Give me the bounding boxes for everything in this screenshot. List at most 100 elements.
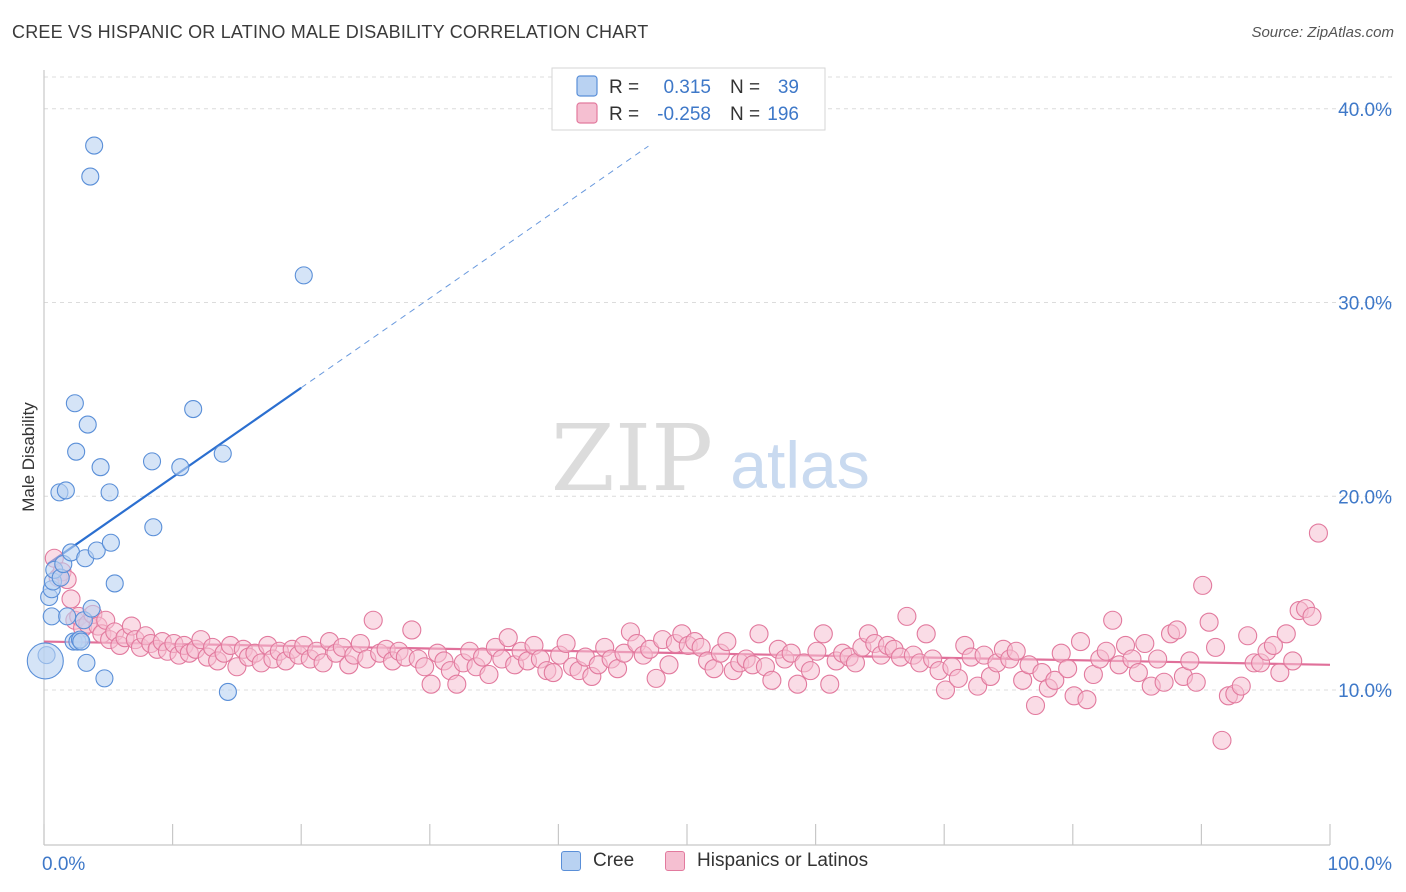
cree-point — [105, 574, 124, 593]
hispanic-point — [1135, 633, 1155, 654]
cree-point — [100, 483, 119, 502]
hispanic-point — [1270, 663, 1290, 683]
cree-point — [58, 607, 77, 626]
hispanic-point — [1006, 641, 1026, 661]
cree-point — [72, 632, 91, 651]
hispanic-point — [916, 624, 936, 644]
hispanic-point — [1167, 620, 1187, 640]
legend-bottom: Cree Hispanics or Latinos — [0, 850, 1406, 880]
y-axis-label: Male Disability — [19, 402, 38, 512]
y-tick-label: 30.0% — [1338, 294, 1392, 315]
cree-point — [87, 541, 106, 560]
hispanic-point — [1096, 641, 1116, 661]
legend-bottom-cree: Cree — [561, 850, 634, 872]
chart-title: CREE VS HISPANIC OR LATINO MALE DISABILI… — [12, 22, 649, 42]
cree-point — [294, 266, 313, 285]
cree-point — [144, 518, 163, 537]
cree-trend-line — [47, 386, 302, 565]
hispanic-point — [646, 668, 666, 688]
hispanic-point — [935, 680, 956, 700]
legend-bottom-hispanic: Hispanics or Latinos — [665, 850, 868, 872]
cree-point — [95, 669, 114, 688]
cree-point — [171, 458, 190, 477]
hispanic-point — [1186, 672, 1206, 692]
hispanic-point — [781, 643, 801, 663]
hispanic-point — [421, 674, 441, 694]
cree-trend-extension — [300, 145, 649, 389]
cree-point — [81, 167, 100, 186]
hispanic-point — [472, 647, 493, 667]
hispanic-point — [1238, 626, 1258, 646]
watermark: ZIP atlas — [551, 405, 870, 512]
legend-swatch-hispanic — [576, 102, 598, 124]
hispanic-point — [640, 639, 660, 659]
legend-cree-n-label: N = — [730, 77, 760, 98]
cree-point — [85, 136, 104, 155]
hispanic-point — [762, 670, 782, 690]
hispanic-point — [968, 676, 988, 696]
tick-labels: 10.0% 20.0% 30.0% 40.0% 0.0% 100.0% — [42, 100, 1392, 875]
legend-bottom-hispanic-swatch — [665, 851, 685, 871]
hispanic-point — [1103, 610, 1123, 630]
hispanic-point — [1180, 651, 1200, 671]
hispanic-point — [749, 624, 769, 644]
source-label: Source: ZipAtlas.com — [1251, 24, 1394, 41]
cree-point — [77, 653, 96, 672]
cree-point — [42, 607, 61, 626]
hispanic-point — [1283, 651, 1303, 671]
watermark-zip: ZIP — [551, 405, 713, 512]
hispanic-point — [1058, 659, 1078, 679]
hispanic-point — [788, 674, 808, 694]
watermark-atlas: atlas — [730, 428, 869, 502]
cree-point — [218, 682, 237, 701]
hispanic-point — [1193, 575, 1213, 595]
hispanic-point — [1212, 730, 1232, 750]
hispanic-point — [1025, 695, 1046, 716]
hispanic-point — [313, 653, 333, 673]
hispanic-point — [1077, 690, 1097, 710]
hispanic-points — [44, 523, 1328, 750]
hispanic-point — [61, 589, 81, 609]
hispanic-point — [1231, 676, 1251, 696]
cree-point — [184, 400, 203, 419]
hispanic-point — [1045, 670, 1065, 690]
hispanic-point — [1070, 632, 1091, 652]
cree-point — [82, 599, 101, 618]
hispanic-point — [1263, 635, 1283, 655]
x-tick-label: 0.0% — [42, 854, 85, 875]
legend-swatch-cree — [576, 75, 598, 97]
hispanic-point — [717, 632, 737, 652]
hispanic-point — [813, 624, 833, 644]
hispanic-point — [614, 643, 634, 663]
hispanic-point — [1205, 637, 1226, 657]
hispanic-point — [1128, 663, 1148, 683]
cree-point — [65, 394, 84, 413]
legend-cree-r-label: R = — [609, 77, 639, 98]
legend-bottom-cree-swatch — [561, 851, 581, 871]
hispanic-point — [800, 661, 821, 681]
hispanic-point — [415, 657, 435, 677]
legend-hispanic-r-label: R = — [609, 104, 639, 125]
hispanic-point — [897, 606, 917, 626]
cree-point — [67, 442, 86, 461]
hispanic-point — [479, 664, 499, 685]
legend-hispanic-n-label: N = — [730, 104, 760, 125]
hispanic-point — [498, 628, 518, 648]
cree-point — [142, 452, 162, 471]
y-tick-label: 20.0% — [1338, 487, 1392, 508]
cree-point — [78, 415, 97, 434]
legend-hispanic-r-value: -0.258 — [657, 104, 711, 125]
hispanic-point — [556, 633, 576, 654]
y-tick-label: 40.0% — [1338, 100, 1392, 121]
cree-point — [26, 642, 64, 680]
hispanic-point — [659, 655, 679, 675]
cree-point — [213, 444, 232, 463]
legend-hispanic-n-value: 196 — [767, 104, 799, 125]
hispanic-point — [807, 641, 827, 661]
legend-bottom-cree-label: Cree — [593, 850, 635, 871]
cree-point — [56, 481, 75, 500]
hispanic-point — [402, 620, 422, 640]
cree-point — [101, 533, 120, 552]
legend-cree-r-value: 0.315 — [663, 77, 711, 98]
